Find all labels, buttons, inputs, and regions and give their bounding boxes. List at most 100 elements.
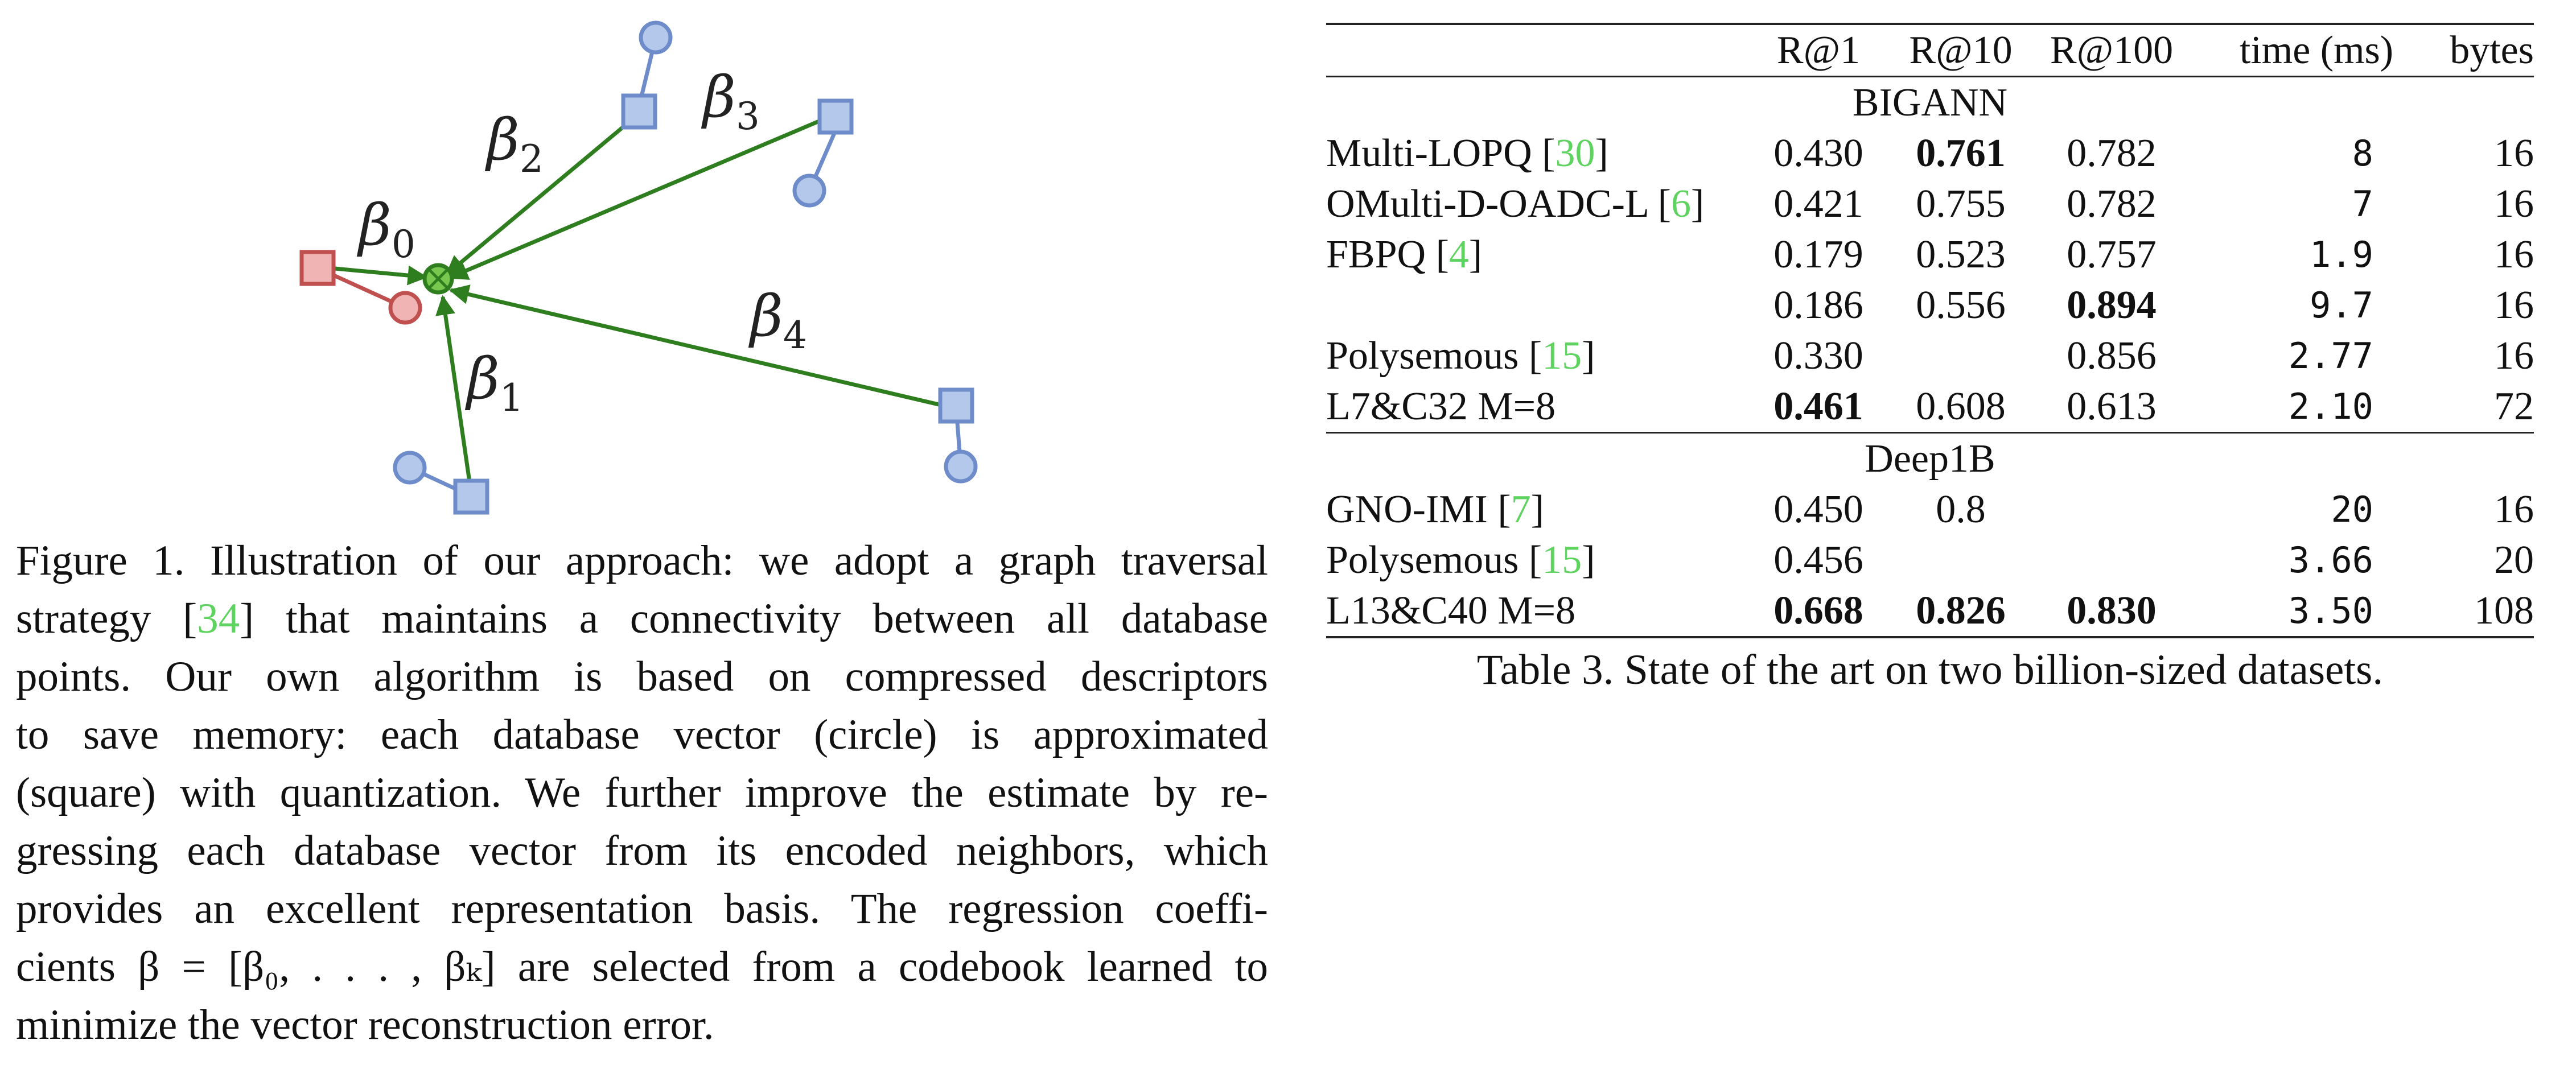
header-method bbox=[1326, 24, 1747, 77]
database-vector-circle bbox=[944, 449, 978, 484]
table-header-row: R@1 R@10 R@100 time (ms) bytes bbox=[1326, 24, 2534, 77]
caption-line: to save memory: each database vector (ci… bbox=[16, 711, 1268, 758]
r10-cell: 0.608 bbox=[1916, 384, 2006, 428]
method-cell: FBPQ [4] bbox=[1326, 232, 1483, 276]
r100-cell bbox=[2032, 535, 2191, 585]
label-beta4: β4 bbox=[748, 283, 807, 357]
bytes-cell: 108 bbox=[2474, 588, 2534, 633]
r100-cell bbox=[2032, 484, 2191, 535]
r10-cell bbox=[1890, 535, 2032, 585]
table-row: L13&C40 M=8 0.668 0.826 0.830 3.50 108 bbox=[1326, 585, 2534, 637]
r1-cell: 0.456 bbox=[1773, 538, 1863, 582]
method-cell: OMulti-D-OADC-L [6] bbox=[1326, 181, 1705, 226]
table-row: 0.186 0.556 0.894 9.7 16 bbox=[1326, 280, 2534, 331]
time-cell: 7 bbox=[2352, 183, 2373, 225]
r1-cell: 0.668 bbox=[1773, 588, 1863, 633]
bytes-cell: 72 bbox=[2494, 384, 2534, 428]
time-cell: 3.50 bbox=[2288, 590, 2373, 631]
r1-cell: 0.421 bbox=[1773, 181, 1863, 226]
label-beta1: β1 bbox=[464, 345, 524, 420]
label-beta0: β0 bbox=[356, 192, 415, 266]
results-table: R@1 R@10 R@100 time (ms) bytes BIGANN Mul… bbox=[1326, 23, 2534, 638]
time-cell: 20 bbox=[2331, 489, 2373, 530]
caption-line: points. Our own algorithm is based on co… bbox=[16, 653, 1268, 700]
time-cell: 2.77 bbox=[2288, 335, 2373, 377]
section-header-row: Deep1B bbox=[1326, 433, 2534, 485]
citation-link[interactable]: 15 bbox=[1542, 333, 1582, 378]
method-cell bbox=[1326, 280, 1747, 331]
method-cell: Polysemous [15] bbox=[1326, 538, 1595, 582]
citation-link[interactable]: 4 bbox=[1449, 232, 1469, 276]
table-row: GNO-IMI [7] 0.450 0.8 20 16 bbox=[1326, 484, 2534, 535]
table-row: Polysemous [15] 0.456 3.66 20 bbox=[1326, 535, 2534, 585]
quantized-vector-square bbox=[938, 387, 974, 424]
header-r100: R@100 bbox=[2050, 28, 2174, 72]
center-cross bbox=[428, 269, 448, 289]
citation-link[interactable]: 34 bbox=[197, 595, 240, 642]
quantized-vector-square bbox=[621, 93, 657, 130]
bytes-cell: 16 bbox=[2494, 181, 2534, 226]
method-cell: GNO-IMI [7] bbox=[1326, 487, 1544, 531]
r10-cell: 0.761 bbox=[1916, 131, 2006, 175]
bytes-cell: 16 bbox=[2494, 283, 2534, 327]
citation-link[interactable]: 30 bbox=[1555, 131, 1595, 175]
bytes-cell: 20 bbox=[2494, 538, 2534, 582]
arrow-beta0 bbox=[328, 265, 428, 286]
r100-cell: 0.782 bbox=[2067, 181, 2157, 226]
method-cell: Polysemous [15] bbox=[1326, 333, 1595, 378]
table-row: Multi-LOPQ [30] 0.430 0.761 0.782 8 16 bbox=[1326, 128, 2534, 179]
bytes-cell: 16 bbox=[2494, 333, 2534, 378]
r10-cell: 0.8 bbox=[1936, 487, 1986, 531]
section-title: Deep1B bbox=[1865, 436, 1995, 481]
r10-cell: 0.556 bbox=[1916, 283, 2006, 327]
header-time: time (ms) bbox=[2239, 28, 2394, 72]
bytes-cell: 16 bbox=[2494, 232, 2534, 276]
citation-link[interactable]: 15 bbox=[1542, 538, 1582, 582]
method-cell: L7&C32 M=8 bbox=[1326, 384, 1556, 428]
table-row: Polysemous [15] 0.330 0.856 2.77 16 bbox=[1326, 331, 2534, 381]
r100-cell: 0.894 bbox=[2067, 283, 2157, 327]
figure-caption: Figure 1. Illustration of our approach: … bbox=[16, 532, 1268, 1054]
table-caption: Table 3. State of the art on two billion… bbox=[1476, 646, 2384, 694]
arrow-beta3 bbox=[447, 113, 835, 280]
label-beta3: β3 bbox=[701, 64, 760, 138]
citation-link[interactable]: 7 bbox=[1511, 487, 1531, 531]
caption-line: Figure 1. Illustration of our approach: … bbox=[16, 537, 1268, 584]
r1-cell: 0.430 bbox=[1773, 131, 1863, 175]
r10-cell: 0.755 bbox=[1916, 181, 2006, 226]
quantized-vector-square bbox=[817, 98, 854, 135]
table-row: FBPQ [4] 0.179 0.523 0.757 1.9 16 bbox=[1326, 229, 2534, 280]
caption-line: (square) with quantization. We further i… bbox=[16, 769, 1268, 816]
time-cell: 2.10 bbox=[2288, 386, 2373, 427]
arrow-beta4 bbox=[448, 284, 954, 410]
header-r10: R@10 bbox=[1909, 28, 2013, 72]
method-cell: L13&C40 M=8 bbox=[1326, 588, 1576, 633]
time-cell: 8 bbox=[2352, 133, 2373, 174]
section-header-row: BIGANN bbox=[1326, 77, 2534, 129]
citation-link[interactable]: 6 bbox=[1670, 181, 1691, 226]
database-vector-circle bbox=[393, 451, 427, 485]
r1-cell: 0.461 bbox=[1773, 384, 1863, 428]
header-bytes: bytes bbox=[2450, 28, 2534, 72]
arrow-beta2 bbox=[445, 111, 642, 276]
r10-cell bbox=[1890, 331, 2032, 381]
r1-cell: 0.186 bbox=[1773, 283, 1863, 327]
r100-cell: 0.613 bbox=[2067, 384, 2157, 428]
database-vector-circle bbox=[792, 174, 826, 208]
time-cell: 1.9 bbox=[2310, 234, 2373, 275]
caption-line: cients β = [β₀, . . . , βₖ] are selected… bbox=[16, 943, 1268, 990]
r1-cell: 0.179 bbox=[1773, 232, 1863, 276]
r100-cell: 0.830 bbox=[2067, 588, 2157, 633]
database-vector-circle bbox=[639, 20, 673, 55]
time-cell: 3.66 bbox=[2288, 539, 2373, 581]
bytes-cell: 16 bbox=[2494, 131, 2534, 175]
caption-line: minimize the vector reconstruction error… bbox=[16, 1001, 714, 1049]
query-square bbox=[299, 250, 336, 286]
r100-cell: 0.856 bbox=[2067, 333, 2157, 378]
header-r1: R@1 bbox=[1776, 28, 1861, 72]
r100-cell: 0.757 bbox=[2067, 232, 2157, 276]
quantized-vector-square bbox=[453, 478, 489, 515]
r1-cell: 0.450 bbox=[1773, 487, 1863, 531]
bytes-cell: 16 bbox=[2494, 487, 2534, 531]
caption-line: provides an excellent representation bas… bbox=[16, 885, 1268, 932]
